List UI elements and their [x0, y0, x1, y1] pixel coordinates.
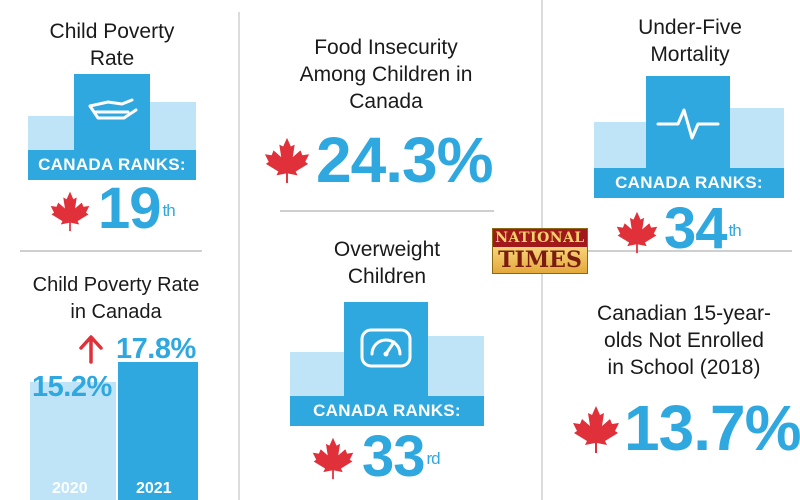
overweight-podium-left: [290, 352, 344, 398]
overweight-podium-right: [428, 336, 484, 398]
food-insecurity-title-line3: Canada: [349, 90, 423, 113]
not-enrolled-value: 13.7%: [624, 392, 800, 464]
poverty-chart-title: Child Poverty Rate in Canada: [10, 272, 222, 326]
bar-2020-value: 15.2%: [32, 371, 112, 403]
not-enrolled-title-line1: Canadian 15-year-: [597, 302, 771, 325]
heartbeat-icon: [656, 108, 720, 140]
mortality-podium-center: [646, 76, 730, 168]
national-times-logo: NATIONAL TIMES: [492, 228, 588, 274]
not-enrolled-title-line3: in School (2018): [607, 356, 761, 379]
poverty-rank-banner: CANADA RANKS:: [28, 150, 196, 180]
podium-right-block: [150, 102, 196, 152]
logo-bottom-text: TIMES: [493, 247, 587, 273]
overweight-title-line1: Overweight: [333, 238, 441, 261]
maple-leaf-icon: [310, 436, 356, 480]
not-enrolled-title-line2: olds Not Enrolled: [604, 329, 764, 352]
overweight-rank-banner: CANADA RANKS:: [290, 396, 484, 426]
year-2021-label: 2021: [136, 480, 172, 497]
food-insecurity-title-line2: Among Children in: [299, 63, 473, 86]
food-insecurity-title: Food Insecurity Among Children in Canada: [258, 34, 514, 115]
mortality-rank-banner: CANADA RANKS:: [594, 168, 784, 198]
mortality-title: Under-Five Mortality: [588, 14, 792, 68]
mortality-rank-suffix: th: [728, 221, 742, 240]
maple-leaf-icon: [48, 190, 92, 232]
child-poverty-title: Child Poverty Rate: [22, 18, 202, 72]
mortality-podium-left: [594, 122, 646, 168]
arrow-up-icon: [79, 335, 103, 364]
overweight-rank-number: 33: [362, 424, 426, 489]
mortality-rank-number: 34: [664, 196, 728, 261]
poverty-rank-number: 19: [98, 176, 162, 241]
hand-holding-icon: [88, 98, 138, 120]
poverty-chart-title-line1: Child Poverty Rate: [32, 274, 200, 296]
overweight-title: Overweight Children: [280, 236, 494, 290]
row-divider-right: [588, 250, 792, 252]
column-divider-left: [238, 12, 240, 500]
bar-2021-value: 17.8%: [116, 333, 196, 365]
overweight-rank-suffix: rd: [426, 449, 441, 468]
food-insecurity-title-line1: Food Insecurity: [314, 36, 458, 59]
overweight-podium-center: [344, 302, 428, 398]
row-divider-left: [20, 250, 202, 252]
overweight-title-line2: Children: [347, 265, 427, 288]
food-insecurity-value: 24.3%: [316, 124, 493, 196]
bar-2021: [118, 362, 198, 500]
scale-gauge-icon: [360, 328, 412, 368]
not-enrolled-title: Canadian 15-year- olds Not Enrolled in S…: [572, 300, 796, 381]
child-poverty-title-line1: Child Poverty: [49, 20, 175, 43]
podium-center-block: [74, 74, 150, 152]
row-divider-center: [280, 210, 494, 212]
bar-2020: [30, 382, 116, 500]
mortality-podium-right: [730, 108, 784, 168]
logo-top-text: NATIONAL: [493, 229, 587, 247]
mortality-title-line2: Mortality: [650, 43, 730, 66]
child-poverty-title-line2: Rate: [89, 47, 135, 70]
poverty-rank-suffix: th: [162, 201, 176, 220]
poverty-chart-title-line2: in Canada: [70, 301, 162, 323]
mortality-title-line1: Under-Five: [638, 16, 742, 39]
maple-leaf-icon: [614, 210, 660, 254]
maple-leaf-icon: [262, 136, 312, 184]
podium-left-block: [28, 116, 74, 152]
maple-leaf-icon: [570, 404, 622, 454]
year-2020-label: 2020: [52, 480, 88, 497]
